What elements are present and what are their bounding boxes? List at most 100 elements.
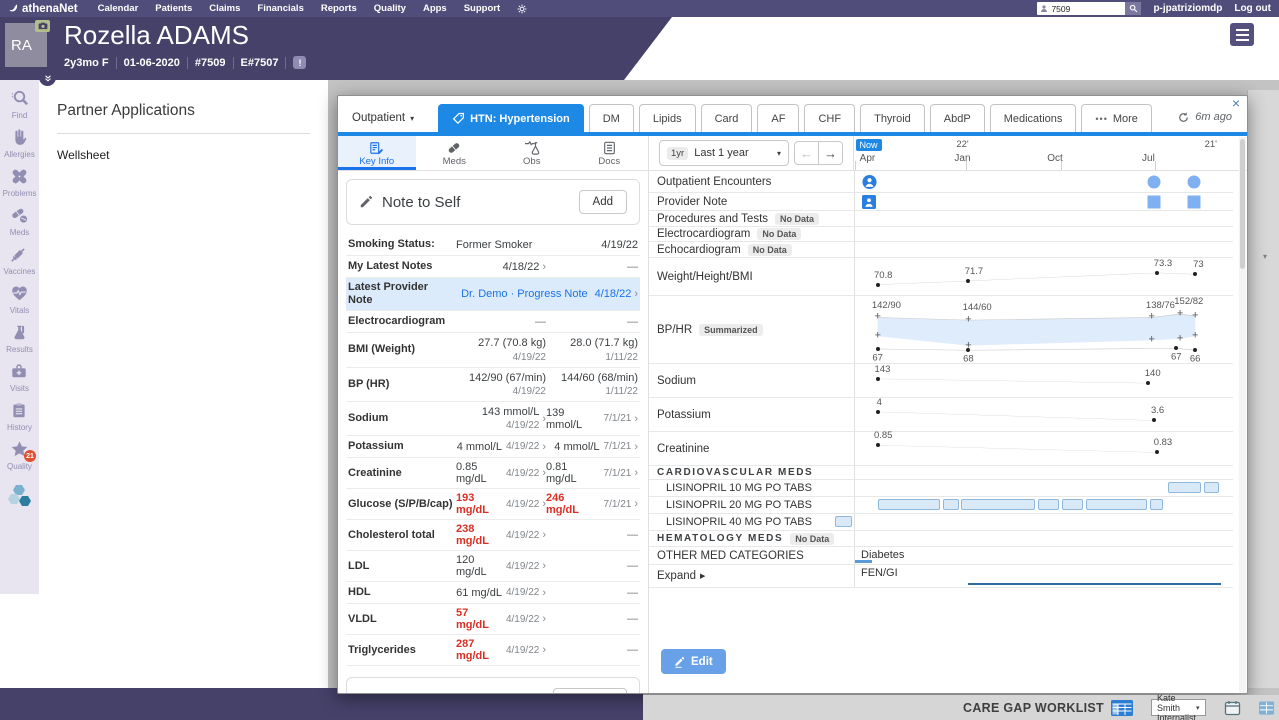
systolic-marker[interactable]: + <box>1191 309 1199 322</box>
subtab-obs[interactable]: Obs <box>493 136 571 170</box>
calendar-icon[interactable] <box>1224 700 1241 716</box>
subtab-meds[interactable]: Meds <box>416 136 494 170</box>
diastolic-marker[interactable]: + <box>1176 332 1184 345</box>
sidebar-item-visits[interactable]: Visits <box>3 362 37 393</box>
keyinfo-row-sodium[interactable]: Sodium 143 mmol/L 4/19/22 › 139 mmol/L 7/1/21… <box>346 402 640 437</box>
patient-search-box[interactable] <box>1037 2 1142 15</box>
patient-alert-badge[interactable]: ! <box>293 56 307 69</box>
sidebar-item-quality[interactable]: 21 Quality <box>3 440 37 471</box>
data-point[interactable] <box>966 278 971 283</box>
avatar[interactable]: RA <box>5 20 50 67</box>
keyinfo-row-my-latest-notes[interactable]: My Latest Notes 4/18/22 › — <box>346 256 640 278</box>
worklist-grid-icon[interactable] <box>1258 700 1274 715</box>
tab-more[interactable]: ••• More <box>1081 104 1152 132</box>
event-marker[interactable] <box>1187 175 1201 188</box>
tab-thyroid[interactable]: Thyroid <box>860 104 925 132</box>
keyinfo-row-glucose-s-p-b-cap[interactable]: Glucose (S/P/B/cap) 193 mg/dL 4/19/22 › 246 … <box>346 489 640 521</box>
gear-icon[interactable] <box>517 4 527 14</box>
table-icon[interactable] <box>1110 699 1133 716</box>
logout-link[interactable]: Log out <box>1234 3 1271 14</box>
timeline-row-label[interactable]: Expand <box>657 570 697 582</box>
person-circle-icon[interactable] <box>862 174 877 189</box>
sidebar-item-allergies[interactable]: Allergies <box>3 128 37 159</box>
tab-card[interactable]: Card <box>700 104 753 132</box>
nav-item-quality[interactable]: Quality <box>373 3 406 14</box>
sidebar-item-results[interactable]: Results <box>3 323 37 354</box>
diastolic-marker[interactable]: + <box>1191 329 1199 342</box>
keyinfo-row-hdl[interactable]: HDL 61 mg/dL 4/19/22 › — <box>346 582 640 605</box>
medication-bar[interactable] <box>1150 499 1163 510</box>
hr-point[interactable] <box>1193 348 1198 353</box>
sidebar-item-history[interactable]: History <box>3 401 37 432</box>
nav-item-financials[interactable]: Financials <box>257 3 304 14</box>
tab-medications[interactable]: Medications <box>989 104 1077 132</box>
edit-button[interactable]: Edit <box>661 649 726 674</box>
timeline-forward-button[interactable]: → <box>818 141 843 165</box>
sidebar-item-meds[interactable]: Meds <box>3 206 37 237</box>
tab-dm[interactable]: DM <box>588 104 634 132</box>
keyinfo-row-ldl[interactable]: LDL 120 mg/dL 4/19/22 › — <box>346 551 640 583</box>
username[interactable]: p-jpatriziomdp <box>1153 3 1223 14</box>
medication-bar[interactable] <box>942 499 960 510</box>
collapse-banner-button[interactable] <box>39 69 56 86</box>
data-point[interactable] <box>875 376 880 381</box>
worklist-provider-select[interactable]: Kate Smith Internalist ▾ <box>1150 693 1206 720</box>
data-point[interactable] <box>1145 381 1150 386</box>
keyinfo-row-cholesterol-total[interactable]: Cholesterol total 238 mg/dL 4/19/22 › — <box>346 520 640 552</box>
wellsheet-link[interactable]: Wellsheet <box>57 148 110 162</box>
hr-point[interactable] <box>966 348 971 353</box>
event-marker[interactable] <box>1147 175 1161 188</box>
time-range-select[interactable]: 1yr Last 1 year ▾ <box>659 140 789 166</box>
keyinfo-row-bmi-weight[interactable]: BMI (Weight) 27.7 (70.8 kg) 4/19/22 28.0 (7… <box>346 333 640 368</box>
medication-bar[interactable] <box>834 516 852 527</box>
nav-item-apps[interactable]: Apps <box>422 3 447 14</box>
medication-bar[interactable] <box>961 499 1036 510</box>
search-button[interactable] <box>1125 2 1142 15</box>
keyinfo-row-potassium[interactable]: Potassium 4 mmol/L 4/19/22 › 4 mmol/L 7/1/21 › <box>346 436 640 459</box>
nav-item-reports[interactable]: Reports <box>320 3 357 14</box>
data-point[interactable] <box>1193 272 1198 277</box>
diastolic-marker[interactable]: + <box>1148 333 1155 346</box>
timeline-back-button[interactable]: ← <box>794 141 819 165</box>
systolic-marker[interactable]: + <box>874 310 881 323</box>
calculator-search-button[interactable]: Search <box>552 688 627 693</box>
search-input[interactable] <box>1048 3 1126 14</box>
tab-htn-hypertension[interactable]: HTN: Hypertension <box>438 104 584 132</box>
keyinfo-row-bp-hr[interactable]: BP (HR) 142/90 (67/min) 4/19/22 144/60 (68/… <box>346 368 640 402</box>
medication-bar[interactable] <box>1168 482 1202 493</box>
sidebar-item-vaccines[interactable]: Vaccines <box>3 245 37 276</box>
keyinfo-row-creatinine[interactable]: Creatinine 0.85 mg/dL 4/19/22 › 0.81 mg/dL 7/… <box>346 458 640 490</box>
keyinfo-row-latest-provider-note[interactable]: Latest Provider Note Dr. Demo · Progress … <box>346 278 640 312</box>
event-marker[interactable] <box>1187 195 1201 208</box>
tab-abdp[interactable]: AbdP <box>929 104 985 132</box>
camera-icon[interactable] <box>35 20 50 32</box>
keyinfo-row-vldl[interactable]: VLDL 57 mg/dL 4/19/22 › — <box>346 604 640 636</box>
keyinfo-row-electrocardiogram[interactable]: Electrocardiogram — — <box>346 311 640 334</box>
refresh-icon[interactable] <box>1178 112 1189 123</box>
data-point[interactable] <box>1155 270 1160 275</box>
systolic-marker[interactable]: + <box>1176 307 1184 320</box>
dialog-scrollbar[interactable] <box>1239 137 1246 692</box>
data-point[interactable] <box>1151 418 1156 423</box>
medication-bar[interactable] <box>1038 499 1060 510</box>
add-note-button[interactable]: Add <box>578 190 627 214</box>
close-icon[interactable]: × <box>1231 95 1240 111</box>
data-point[interactable] <box>875 409 880 414</box>
data-point[interactable] <box>1155 450 1160 455</box>
systolic-marker[interactable]: + <box>965 313 972 326</box>
systolic-marker[interactable]: + <box>1148 310 1155 323</box>
sidebar-item-find[interactable]: Find <box>3 89 37 120</box>
nav-item-support[interactable]: Support <box>463 3 501 14</box>
medication-bar[interactable] <box>1203 482 1220 493</box>
diastolic-marker[interactable]: + <box>874 329 881 342</box>
medication-bar[interactable] <box>878 499 940 510</box>
medication-bar[interactable] <box>1062 499 1083 510</box>
tab-chf[interactable]: CHF <box>804 104 856 132</box>
subtab-key-info[interactable]: Key Info <box>338 136 416 170</box>
data-point[interactable] <box>875 443 880 448</box>
keyinfo-row-smoking-status[interactable]: Smoking Status: Former Smoker 4/19/22 <box>346 234 640 256</box>
data-point[interactable] <box>875 282 880 287</box>
athenanet-logo[interactable]: athenaNet <box>8 3 78 15</box>
event-marker[interactable] <box>1147 195 1161 208</box>
medication-bar[interactable] <box>1085 499 1148 510</box>
